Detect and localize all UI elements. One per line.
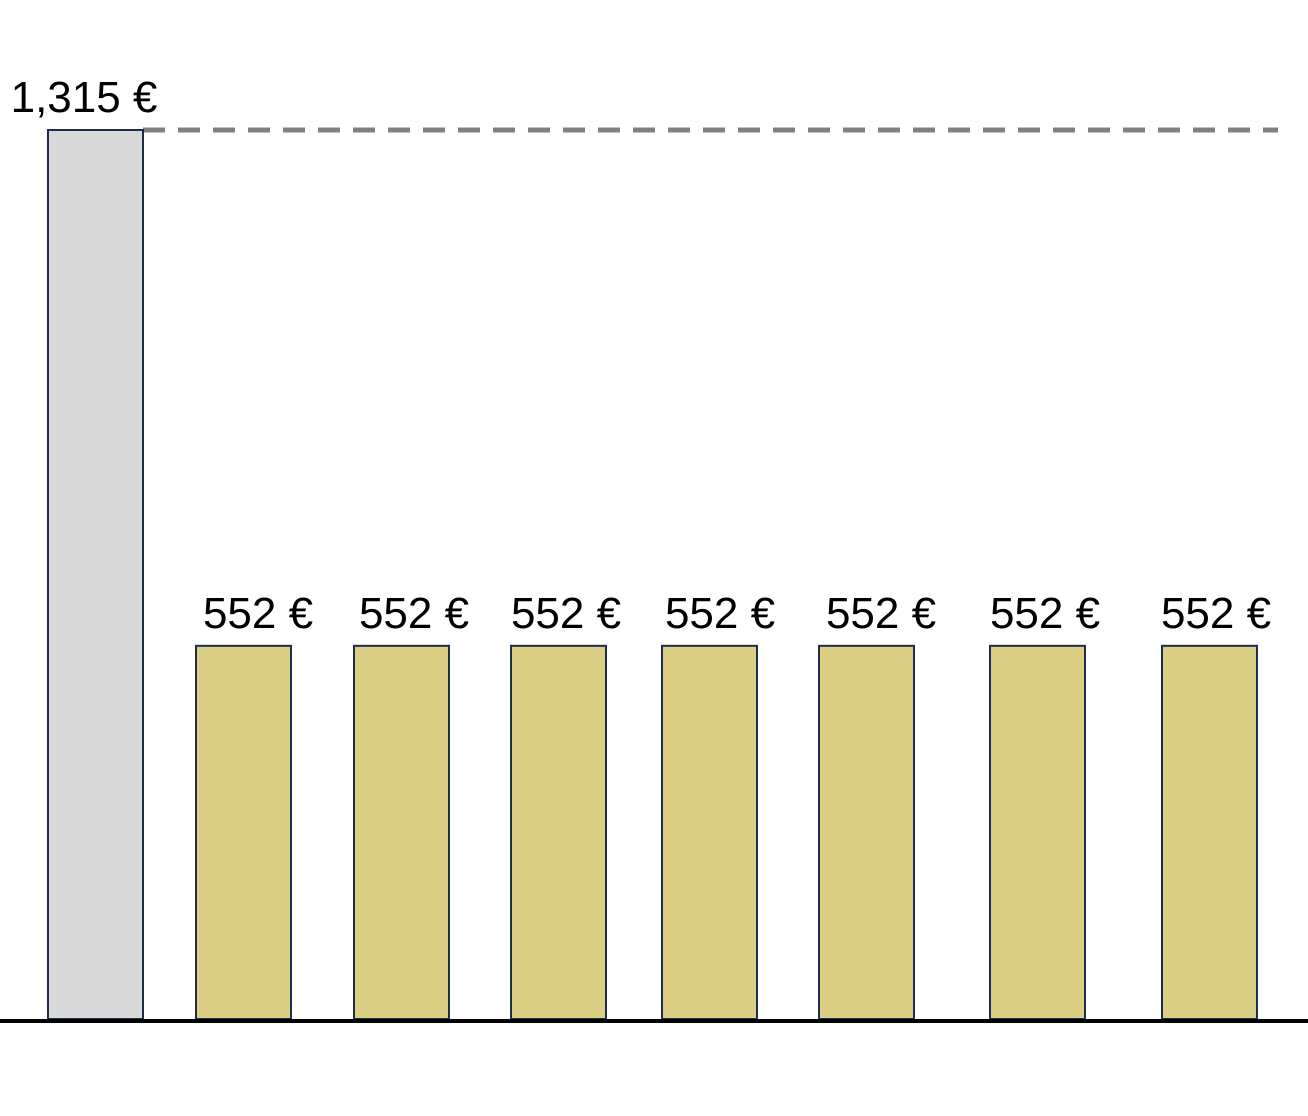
bar-1 [47, 129, 144, 1020]
bar-2 [195, 644, 292, 1020]
data-label-4: 552 € [511, 589, 621, 638]
bar-6 [818, 644, 915, 1020]
bar-5 [661, 644, 758, 1020]
data-label-8: 552 € [1161, 589, 1271, 638]
data-label-3: 552 € [359, 589, 469, 638]
data-label-5: 552 € [665, 589, 775, 638]
bar-8 [1161, 644, 1258, 1020]
bar-7 [989, 644, 1086, 1020]
data-label-7: 552 € [990, 589, 1100, 638]
bar-4 [510, 644, 607, 1020]
data-label-2: 552 € [203, 589, 313, 638]
data-label-1: 1,315 € [11, 73, 158, 122]
data-label-6: 552 € [826, 589, 936, 638]
bar-3 [353, 644, 450, 1020]
